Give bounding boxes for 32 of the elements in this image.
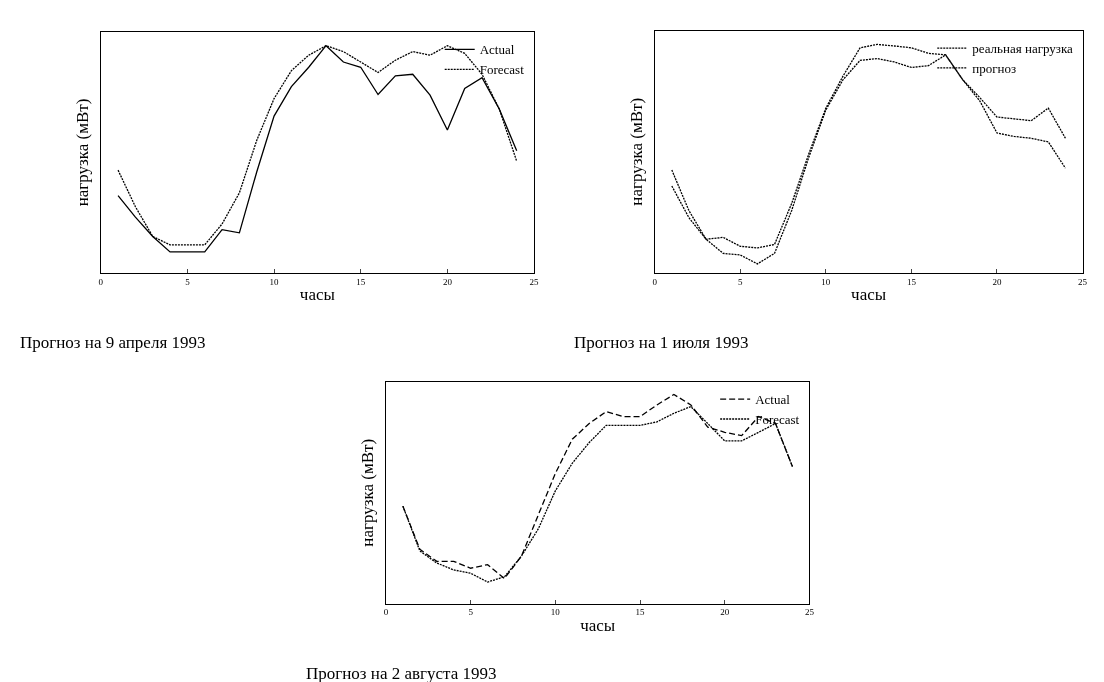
- y-axis-title: нагрузка (мВт): [73, 98, 93, 207]
- y-axis-title: нагрузка (мВт): [358, 438, 378, 547]
- x-tick-label: 15: [356, 276, 366, 287]
- x-tick-label: 5: [738, 276, 744, 287]
- text: Прогноз на 1 июля 1993: [574, 333, 749, 352]
- x-tick-label: 5: [185, 276, 191, 287]
- text: Прогноз на 9 апреля 1993: [20, 333, 206, 352]
- x-tick-label: 10: [269, 276, 280, 287]
- x-tick-label: 10: [550, 607, 561, 618]
- x-tick-label: 0: [383, 607, 389, 618]
- x-tick-label: 15: [635, 607, 646, 618]
- y-axis-title: нагрузка (мВт): [627, 97, 647, 206]
- x-tick-label: 10: [821, 276, 831, 287]
- x-tick-label: 25: [529, 276, 540, 287]
- x-tick-label: 0: [652, 276, 658, 287]
- legend-label: Actual: [755, 392, 791, 408]
- text: Прогноз на 2 августа 1993: [306, 664, 497, 682]
- x-tick-label: 20: [992, 276, 1002, 287]
- legend-label: Actual: [479, 42, 515, 58]
- legend-label: реальная нагрузка: [972, 41, 1074, 57]
- legend-label: Forecast: [479, 62, 525, 78]
- x-tick-label: 20: [442, 276, 453, 287]
- x-tick-label: 25: [1078, 276, 1088, 287]
- x-tick-label: 25: [804, 607, 815, 618]
- x-tick-label: 5: [468, 607, 474, 618]
- x-tick-label: 15: [906, 276, 917, 287]
- x-axis-title: часы: [851, 285, 887, 304]
- legend-label: прогноз: [972, 61, 1017, 77]
- x-tick-label: 20: [720, 607, 730, 618]
- x-axis-title: часы: [299, 285, 336, 304]
- x-tick-label: 0: [98, 276, 104, 287]
- x-axis-title: часы: [580, 615, 616, 635]
